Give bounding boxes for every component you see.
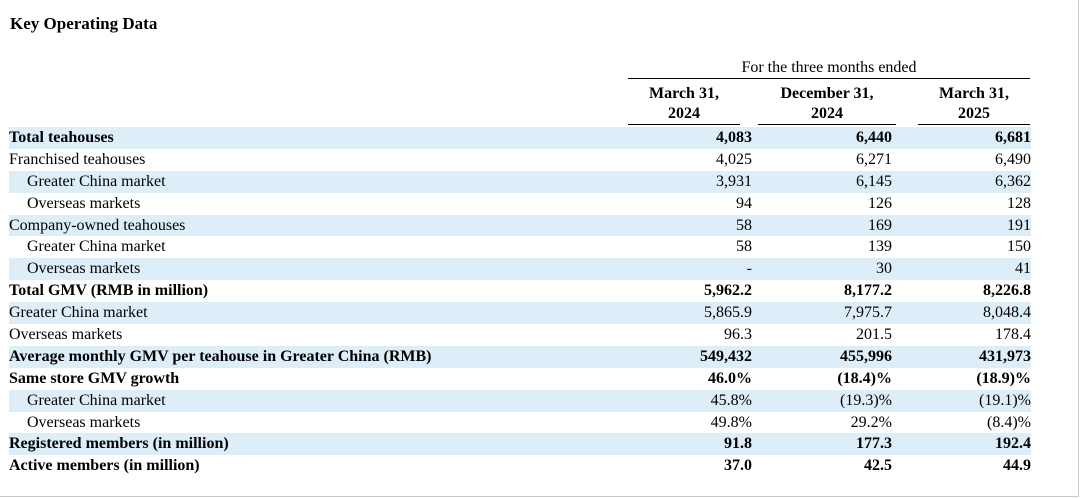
cell-value: 191	[892, 214, 1031, 237]
cell-value: 4,083	[628, 127, 752, 149]
cell-value: 8,177.2	[844, 282, 892, 300]
table-row-active-members: Active members (in million) 37.0 42.5 44…	[9, 455, 1031, 477]
row-label: Franchised teahouses	[9, 150, 146, 168]
table-row-gmv-greater-china: Greater China market 5,865.9 7,975.7 8,0…	[9, 302, 1031, 325]
column-header-q1-2025: March 31, 2025	[918, 84, 1030, 125]
table-row-company-owned-teahouses: Company-owned teahouses 58 169 191	[9, 214, 1031, 237]
table-row-total-teahouses: Total teahouses 4,083 6,440 6,681	[9, 127, 1031, 149]
cell-dash: -	[746, 260, 752, 278]
table-row-franchised-greater-china: Greater China market 3,931 6,145 6,362	[9, 170, 1031, 193]
operating-data-table: Total teahouses 4,083 6,440 6,681 Franch…	[9, 127, 1031, 477]
cell-value: 169	[752, 214, 892, 237]
row-label: Total teahouses	[9, 127, 628, 149]
row-label: Registered members (in million)	[9, 433, 628, 456]
cell-value: 49.8%	[710, 413, 752, 431]
table-row-company-owned-overseas: Overseas markets - 30 41	[9, 258, 1031, 281]
cell-value: 45.8%	[628, 389, 752, 412]
row-label: Greater China market	[27, 238, 166, 256]
column-header-line1: March 31,	[939, 85, 1009, 102]
cell-value: 58	[736, 238, 752, 256]
cell-value: 37.0	[724, 457, 752, 475]
cell-value: (19.3)%	[752, 389, 892, 412]
cell-value: (18.9)%	[976, 369, 1031, 387]
cell-value: 455,996	[752, 345, 892, 368]
cell-value: 94	[736, 194, 752, 212]
cell-value: 6,362	[892, 170, 1031, 193]
cell-value: 150	[1007, 238, 1031, 256]
row-label: Company-owned teahouses	[9, 214, 628, 237]
cell-value: 126	[868, 194, 892, 212]
cell-value: 6,440	[752, 127, 892, 149]
cell-value: 201.5	[856, 325, 892, 343]
cell-value: 549,432	[628, 345, 752, 368]
table-row-average-monthly-gmv: Average monthly GMV per teahouse in Grea…	[9, 345, 1031, 368]
cell-value: 5,962.2	[704, 282, 752, 300]
column-header-line2: 2024	[811, 105, 843, 122]
cell-value: (18.4)%	[837, 369, 892, 387]
cell-value: 91.8	[628, 433, 752, 456]
column-header-line1: March 31,	[649, 85, 719, 102]
cell-value: 192.4	[892, 433, 1031, 456]
column-header-q4-2024: December 31, 2024	[758, 84, 896, 125]
table-row-franchised-overseas: Overseas markets 94 126 128	[9, 193, 1031, 215]
table-row-gmv-overseas: Overseas markets 96.3 201.5 178.4	[9, 324, 1031, 346]
cell-value: 4,025	[716, 150, 752, 168]
row-label: Overseas markets	[27, 413, 141, 431]
row-label: Greater China market	[27, 172, 166, 190]
cell-value: 6,681	[892, 127, 1031, 149]
cell-value: 6,490	[995, 150, 1031, 168]
row-label: Greater China market	[9, 302, 628, 325]
column-header-line2: 2025	[958, 105, 990, 122]
table-row-registered-members: Registered members (in million) 91.8 177…	[9, 433, 1031, 456]
cell-value: 41	[892, 258, 1031, 281]
row-label: Active members (in million)	[9, 457, 200, 475]
table-row-franchised-teahouses: Franchised teahouses 4,025 6,271 6,490	[9, 149, 1031, 171]
table-row-growth-overseas: Overseas markets 49.8% 29.2% (8.4)%	[9, 412, 1031, 434]
column-header-line1: December 31,	[780, 85, 874, 102]
table-row-growth-greater-china: Greater China market 45.8% (19.3)% (19.1…	[9, 389, 1031, 412]
row-label: Overseas markets	[27, 260, 141, 278]
cell-value: 42.5	[864, 457, 892, 475]
row-label: Overseas markets	[27, 194, 141, 212]
cell-value: 177.3	[752, 433, 892, 456]
cell-value: (19.1)%	[892, 389, 1031, 412]
cell-value: 178.4	[995, 325, 1031, 343]
cell-value: 7,975.7	[752, 302, 892, 325]
row-label: Average monthly GMV per teahouse in Grea…	[9, 345, 628, 368]
cell-value: (8.4)%	[987, 413, 1031, 431]
cell-value: 431,973	[892, 345, 1031, 368]
cell-value: 96.3	[724, 325, 752, 343]
cell-value: -	[628, 258, 752, 281]
table-row-company-owned-greater-china: Greater China market 58 139 150	[9, 236, 1031, 258]
page-title: Key Operating Data	[10, 14, 158, 33]
table-row-same-store-gmv-growth: Same store GMV growth 46.0% (18.4)% (18.…	[9, 368, 1031, 390]
cell-value: 3,931	[628, 170, 752, 193]
row-label: Total GMV (RMB in million)	[9, 282, 209, 300]
cell-value: 46.0%	[708, 369, 752, 387]
cell-value: 6,271	[856, 150, 892, 168]
cell-value: 8,226.8	[983, 282, 1031, 300]
period-header: For the three months ended	[628, 59, 1030, 79]
row-label: Greater China market	[27, 391, 166, 409]
column-header-q1-2024: March 31, 2024	[628, 84, 740, 125]
cell-value: 128	[1007, 194, 1031, 212]
cell-value: 8,048.4	[892, 302, 1031, 325]
row-label: Same store GMV growth	[9, 369, 180, 387]
table-row-total-gmv: Total GMV (RMB in million) 5,962.2 8,177…	[9, 280, 1031, 302]
cell-value: 30	[752, 258, 892, 281]
row-label: Overseas markets	[9, 325, 123, 343]
cell-value: 29.2%	[850, 413, 892, 431]
cell-value: 5,865.9	[628, 302, 752, 325]
cell-value: 6,145	[752, 170, 892, 193]
cell-value: 58	[628, 214, 752, 237]
cell-value: 44.9	[1003, 457, 1031, 475]
cell-value: 139	[868, 238, 892, 256]
column-header-line2: 2024	[668, 105, 700, 122]
